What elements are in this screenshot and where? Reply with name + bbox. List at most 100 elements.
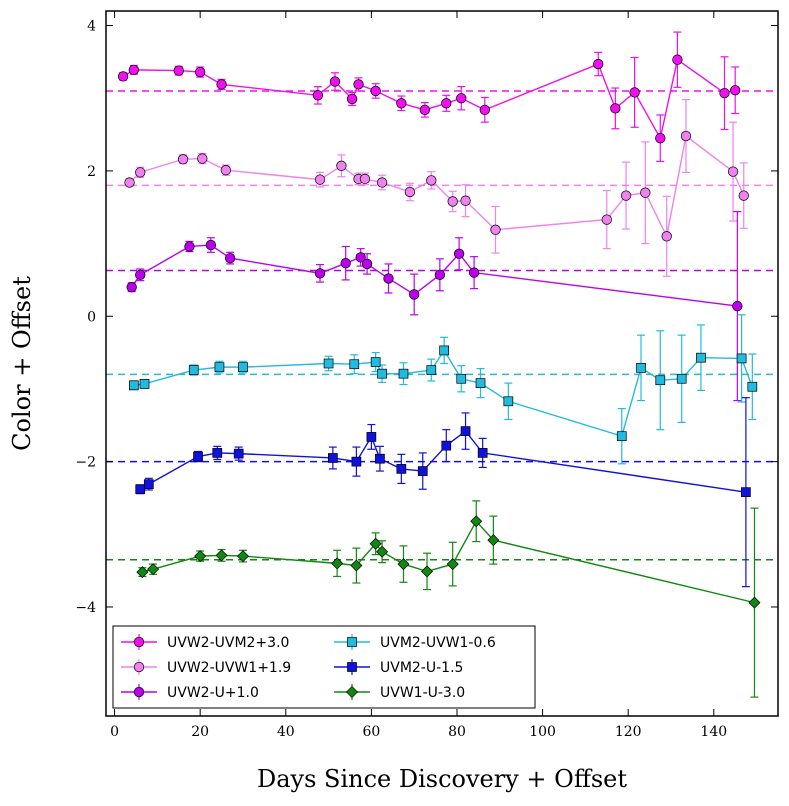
data-point	[117, 71, 129, 82]
data-point	[212, 448, 223, 458]
data-point	[173, 65, 184, 76]
data-point	[419, 104, 431, 115]
data-point	[128, 380, 139, 391]
data-point	[314, 174, 326, 185]
data-point	[139, 379, 150, 389]
data-point	[128, 64, 139, 76]
x-tick-label: 140	[700, 724, 727, 740]
data-point	[236, 550, 249, 563]
legend-marker	[133, 636, 145, 648]
data-point	[736, 353, 747, 364]
data-point	[346, 93, 358, 105]
series	[136, 500, 761, 698]
data-point	[188, 365, 199, 375]
y-tick-label: −2	[75, 455, 96, 471]
legend-marker	[346, 686, 358, 698]
y-tick-label: 2	[87, 164, 96, 180]
data-point	[446, 558, 459, 571]
x-tick-label: 60	[362, 724, 380, 740]
legend-label: UVW2-UVW1+1.9	[167, 660, 291, 676]
series	[135, 397, 751, 588]
data-point	[404, 186, 416, 198]
data-point	[460, 195, 471, 206]
data-point	[727, 166, 739, 177]
data-point	[349, 359, 360, 370]
data-point	[336, 160, 347, 171]
data-point	[135, 167, 146, 178]
data-point	[676, 373, 687, 384]
data-point	[370, 357, 381, 367]
data-point	[441, 98, 452, 109]
data-point	[738, 190, 749, 201]
data-point	[620, 190, 632, 201]
data-point	[503, 396, 514, 407]
data-point	[398, 368, 409, 379]
legend-label: UVW2-U+1.0	[167, 685, 259, 701]
legend-item: UVW2-U+1.0	[121, 684, 259, 701]
data-point	[470, 515, 483, 528]
legend-item: UVW2-UVW1+1.9	[121, 659, 291, 676]
data-point	[135, 269, 146, 280]
series	[128, 314, 758, 465]
data-point	[747, 381, 758, 392]
data-point	[680, 130, 692, 142]
legend-item: UVW2-UVM2+3.0	[121, 634, 289, 651]
data-point	[370, 85, 381, 97]
y-axis-label: Color + Offset	[8, 276, 36, 451]
data-point	[640, 187, 651, 198]
data-point	[361, 258, 373, 270]
data-point	[730, 85, 741, 96]
data-point	[383, 273, 394, 284]
series	[126, 210, 743, 402]
data-point	[238, 362, 248, 372]
data-point	[126, 282, 137, 293]
data-point	[655, 375, 666, 386]
data-point	[396, 464, 407, 474]
data-point	[610, 103, 621, 114]
data-point	[475, 378, 486, 388]
data-point	[143, 479, 154, 489]
legend-item: UVM2-UVW1-0.6	[334, 634, 496, 651]
data-point	[193, 451, 203, 462]
data-point	[359, 173, 371, 185]
data-point	[421, 565, 434, 578]
data-point	[331, 557, 344, 570]
series-line	[129, 134, 745, 239]
data-point	[456, 373, 467, 384]
data-point	[220, 165, 231, 176]
data-point	[312, 90, 324, 101]
data-point	[353, 79, 364, 90]
x-tick-label: 0	[110, 724, 119, 740]
data-point	[377, 368, 387, 379]
data-point	[593, 58, 604, 70]
data-point	[719, 87, 730, 99]
data-point	[426, 175, 437, 186]
y-tick-label: 0	[87, 309, 96, 325]
data-series	[117, 31, 761, 698]
data-point	[487, 534, 500, 547]
series-line	[142, 520, 755, 604]
data-point	[636, 363, 646, 373]
series-line	[131, 244, 738, 307]
legend-item: UVW1-U-3.0	[334, 684, 465, 701]
data-point	[177, 154, 189, 165]
data-point	[741, 487, 751, 497]
data-point	[672, 54, 683, 65]
data-point	[490, 224, 501, 235]
y-tick-label: −4	[75, 600, 96, 616]
series-line	[133, 349, 753, 438]
data-point	[439, 345, 449, 356]
legend: UVW2-UVM2+3.0 UVW2-UVW1+1.9 UVW2-U+1.0 UVM2…	[112, 625, 536, 709]
legend-marker	[347, 637, 357, 647]
axis-ticks: 0 20 40 60 80 100 120 140 −4 −2 0 2 4	[75, 11, 778, 740]
data-point	[314, 268, 326, 279]
legend-label: UVM2-UVW1-0.6	[380, 635, 496, 651]
legend-marker	[347, 662, 357, 672]
legend-label: UVW1-U-3.0	[380, 685, 465, 701]
data-point	[216, 79, 227, 90]
data-point	[748, 596, 761, 609]
data-point	[456, 93, 467, 104]
data-point	[328, 453, 338, 463]
data-point	[397, 558, 410, 571]
data-point	[417, 466, 428, 476]
